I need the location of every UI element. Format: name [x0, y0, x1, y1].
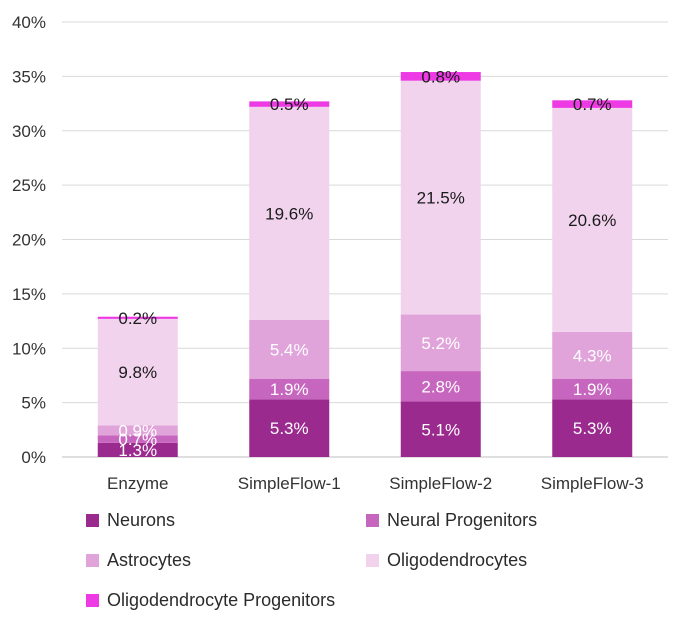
y-tick-label: 0% [21, 448, 46, 467]
data-label: 0.5% [270, 95, 309, 114]
bar-segment [249, 106, 330, 320]
legend-label: Oligodendrocyte Progenitors [107, 590, 336, 610]
x-tick-label: SimpleFlow-2 [389, 474, 492, 493]
bar-segment [97, 435, 178, 443]
data-label: 4.3% [573, 346, 612, 365]
data-label: 21.5% [417, 189, 465, 208]
data-label: 5.1% [421, 420, 460, 439]
legend-label: Astrocytes [107, 550, 192, 570]
bar-segment [400, 80, 481, 315]
data-label: 5.4% [270, 340, 309, 359]
data-label: 9.8% [118, 363, 157, 382]
bar-segment [97, 425, 178, 436]
data-label: 0.7% [118, 430, 157, 449]
bar-segment [552, 107, 633, 332]
bar-segment [97, 316, 178, 319]
data-label: 0.8% [421, 67, 460, 86]
data-label: 1.3% [118, 441, 157, 460]
data-label: 20.6% [568, 211, 616, 230]
y-tick-label: 15% [12, 285, 46, 304]
data-label: 1.9% [573, 380, 612, 399]
legend-item: Oligodendrocytes [366, 550, 527, 571]
data-label: 0.9% [118, 421, 157, 440]
legend-swatch [86, 514, 99, 527]
legend-label: Neural Progenitors [387, 510, 538, 530]
data-label: 5.3% [573, 419, 612, 438]
legend-item: Oligodendrocyte Progenitors [86, 590, 335, 611]
bar-segment [400, 401, 481, 457]
legend-item: Neural Progenitors [366, 510, 537, 531]
bar-segment [552, 399, 633, 457]
legend-swatch [86, 554, 99, 567]
bar-segment [552, 331, 633, 379]
legend-swatch [366, 554, 379, 567]
y-tick-label: 5% [21, 394, 46, 413]
stacked-bar-chart: 0% 5% 10% 15% 20% 25% 30% 35% 40% Enzyme SimpleFlo… [12, 13, 668, 493]
x-tick-label: SimpleFlow-1 [238, 474, 341, 493]
bar-segment [249, 101, 330, 107]
legend-item: Astrocytes [86, 550, 191, 571]
bar-segment [97, 442, 178, 457]
bar-segment [249, 378, 330, 400]
legend-item: Neurons [86, 510, 175, 531]
y-tick-label: 25% [12, 176, 46, 195]
y-tick-label: 20% [12, 231, 46, 250]
bar-segment [400, 72, 481, 81]
data-label: 5.2% [421, 334, 460, 353]
bar-segment [249, 319, 330, 379]
y-tick-label: 30% [12, 122, 46, 141]
data-label: 5.3% [270, 419, 309, 438]
legend-swatch [86, 594, 99, 607]
bar-segment [552, 100, 633, 108]
data-label: 0.7% [573, 95, 612, 114]
data-label: 0.2% [118, 309, 157, 328]
bar-segment [249, 399, 330, 457]
data-label: 1.9% [270, 380, 309, 399]
y-tick-label: 35% [12, 67, 46, 86]
legend-label: Oligodendrocytes [387, 550, 528, 570]
data-label: 2.8% [421, 377, 460, 396]
legend-label: Neurons [107, 510, 176, 530]
bar-segment [400, 314, 481, 372]
bar-segment [552, 378, 633, 400]
bar-segment [400, 371, 481, 402]
data-label: 19.6% [265, 204, 313, 223]
legend-swatch [366, 514, 379, 527]
x-tick-label: SimpleFlow-3 [541, 474, 644, 493]
y-tick-label: 40% [12, 13, 46, 32]
y-tick-label: 10% [12, 339, 46, 358]
bar-segment [97, 318, 178, 426]
x-tick-label: Enzyme [107, 474, 168, 493]
